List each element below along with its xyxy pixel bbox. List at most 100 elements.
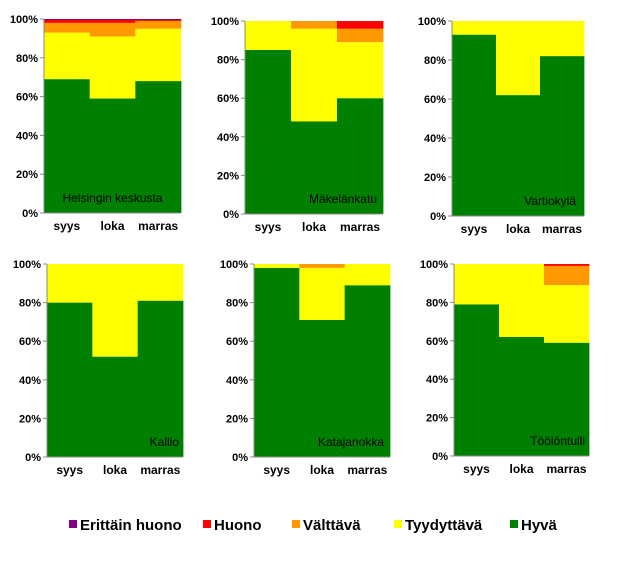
y-tick-label-katajanokka: 40% <box>226 375 248 387</box>
bar-segment-katajanokka-marras-tyydyttava <box>344 264 391 286</box>
bar-segment-toolontulli-loka-hyva <box>499 336 545 456</box>
bar-segment-helsingin-keskusta-marras-huono <box>135 19 182 21</box>
legend: Erittäin huono Huono Välttävä Tyydyttävä Hyv… <box>69 517 558 534</box>
panel-toolontulli: 0% 20% 40% 60% 80% 100% syys loka marras Töölöntu… <box>420 259 590 476</box>
y-tick-label-toolontulli: 100% <box>420 259 448 271</box>
x-tick-label-katajanokka-marras: marras <box>347 463 387 477</box>
y-tick-label-makelankatu: 100% <box>211 16 239 28</box>
panel-title-makelankatu: Mäkelänkatu <box>309 192 377 206</box>
y-tick-label-vartiokyla: 80% <box>424 55 446 67</box>
y-tick-label-vartiokyla: 20% <box>424 172 446 184</box>
bar-segment-helsingin-keskusta-syys-tyydyttava <box>44 32 91 80</box>
bar-segment-vartiokyla-loka-hyva <box>496 95 541 216</box>
x-tick-label-toolontulli-loka: loka <box>509 462 533 476</box>
y-tick-label-kallio: 80% <box>19 298 41 310</box>
legend-swatch-erittain-huono <box>69 520 77 528</box>
panel-title-helsingin-keskusta: Helsingin keskusta <box>62 191 162 205</box>
bar-segment-kallio-loka-tyydyttava <box>92 264 139 357</box>
y-tick-label-vartiokyla: 60% <box>424 94 446 106</box>
x-tick-label-katajanokka-syys: syys <box>263 463 290 477</box>
bar-segment-helsingin-keskusta-loka-huono <box>89 19 136 23</box>
bar-segment-makelankatu-syys-tyydyttava <box>245 21 292 50</box>
x-tick-label-vartiokyla-marras: marras <box>542 222 582 236</box>
panel-katajanokka: 0% 20% 40% 60% 80% 100% syys loka marras Katajano… <box>220 259 391 477</box>
legend-label-hyva: Hyvä <box>521 517 558 534</box>
panel-vartiokyla: 0% 20% 40% 60% 80% 100% syys loka marras Vartioky… <box>418 16 585 236</box>
y-tick-label-makelankatu: 0% <box>223 209 239 221</box>
bar-segment-toolontulli-syys-hyva <box>454 304 500 456</box>
bar-segment-vartiokyla-syys-tyydyttava <box>452 21 497 35</box>
y-tick-label-katajanokka: 0% <box>232 452 248 464</box>
bar-segment-makelankatu-loka-valttava <box>291 21 338 29</box>
bar-segment-makelankatu-marras-hyva <box>337 98 384 214</box>
x-tick-label-toolontulli-syys: syys <box>463 462 490 476</box>
bar-segment-makelankatu-marras-huono <box>337 21 384 29</box>
bar-segment-katajanokka-syys-tyydyttava <box>254 264 300 268</box>
y-tick-label-helsingin-keskusta: 40% <box>16 130 38 142</box>
x-tick-label-makelankatu-loka: loka <box>302 220 326 234</box>
x-tick-label-toolontulli-marras: marras <box>546 462 586 476</box>
bar-segment-helsingin-keskusta-marras-hyva <box>135 81 182 213</box>
x-tick-label-helsingin-keskusta-syys: syys <box>53 219 80 233</box>
bar-segment-makelankatu-loka-tyydyttava <box>291 28 338 122</box>
bar-segment-vartiokyla-loka-tyydyttava <box>496 21 541 96</box>
y-tick-label-toolontulli: 0% <box>432 451 448 463</box>
y-tick-label-vartiokyla: 100% <box>418 16 446 28</box>
x-tick-label-makelankatu-syys: syys <box>255 220 282 234</box>
legend-label-erittain-huono: Erittäin huono <box>80 517 182 534</box>
y-tick-label-toolontulli: 60% <box>426 336 448 348</box>
panel-kallio: 0% 20% 40% 60% 80% 100% syys loka marras Kallio <box>13 259 184 477</box>
legend-swatch-hyva <box>510 520 518 528</box>
y-tick-label-katajanokka: 20% <box>226 413 248 425</box>
y-tick-label-helsingin-keskusta: 20% <box>16 169 38 181</box>
bar-segment-toolontulli-marras-tyydyttava <box>544 285 590 343</box>
y-tick-label-vartiokyla: 0% <box>430 211 446 223</box>
legend-label-valttava: Välttävä <box>303 517 361 534</box>
y-tick-label-toolontulli: 20% <box>426 413 448 425</box>
x-tick-label-helsingin-keskusta-loka: loka <box>100 219 124 233</box>
x-tick-label-vartiokyla-loka: loka <box>506 222 530 236</box>
panel-title-toolontulli: Töölöntulli <box>530 434 585 448</box>
panel-title-kallio: Kallio <box>150 435 180 449</box>
bar-segment-katajanokka-marras-hyva <box>344 285 391 457</box>
legend-swatch-tyydyttava <box>394 520 402 528</box>
bar-segment-makelankatu-loka-hyva <box>291 121 338 214</box>
y-tick-label-toolontulli: 40% <box>426 374 448 386</box>
y-tick-label-toolontulli: 80% <box>426 297 448 309</box>
x-tick-label-kallio-marras: marras <box>140 463 180 477</box>
bar-segment-vartiokyla-marras-hyva <box>540 56 585 216</box>
bar-segment-helsingin-keskusta-syys-hyva <box>44 79 91 213</box>
panel-title-vartiokyla: Vartiokylä <box>524 194 576 208</box>
bar-segment-helsingin-keskusta-marras-erittain-huono <box>135 19 182 20</box>
bar-segment-kallio-loka-hyva <box>92 356 139 457</box>
panel-makelankatu: 0% 20% 40% 60% 80% 100% syys loka marras Mäkelänk… <box>211 16 384 234</box>
bar-segment-toolontulli-syys-tyydyttava <box>454 264 500 305</box>
bar-segment-toolontulli-marras-hyva <box>544 342 590 456</box>
y-tick-label-makelankatu: 40% <box>217 132 239 144</box>
y-tick-label-helsingin-keskusta: 60% <box>16 92 38 104</box>
y-tick-label-kallio: 0% <box>25 452 41 464</box>
bar-segment-toolontulli-loka-tyydyttava <box>499 264 545 337</box>
bar-segment-vartiokyla-syys-hyva <box>452 34 497 217</box>
bar-segment-helsingin-keskusta-marras-tyydyttava <box>135 28 182 82</box>
legend-swatch-valttava <box>292 520 300 528</box>
bar-segment-helsingin-keskusta-loka-erittain-huono <box>89 19 136 20</box>
x-tick-label-vartiokyla-syys: syys <box>461 222 488 236</box>
x-tick-label-makelankatu-marras: marras <box>340 220 380 234</box>
bar-segment-helsingin-keskusta-loka-valttava <box>89 22 136 37</box>
bar-segment-toolontulli-marras-valttava <box>544 265 590 286</box>
y-tick-label-kallio: 100% <box>13 259 41 271</box>
y-tick-label-makelankatu: 20% <box>217 170 239 182</box>
bar-segment-kallio-marras-tyydyttava <box>137 264 184 301</box>
bar-segment-helsingin-keskusta-loka-tyydyttava <box>89 36 136 99</box>
bar-segment-helsingin-keskusta-syys-erittain-huono <box>44 19 91 20</box>
y-tick-label-kallio: 40% <box>19 375 41 387</box>
x-tick-label-kallio-syys: syys <box>56 463 83 477</box>
bar-segment-kallio-marras-hyva <box>137 300 184 457</box>
bar-segment-makelankatu-marras-valttava <box>337 28 384 43</box>
y-tick-label-katajanokka: 100% <box>220 259 248 271</box>
x-tick-label-katajanokka-loka: loka <box>310 463 334 477</box>
legend-label-tyydyttava: Tyydyttävä <box>405 517 483 534</box>
bar-segment-helsingin-keskusta-loka-hyva <box>89 98 136 213</box>
